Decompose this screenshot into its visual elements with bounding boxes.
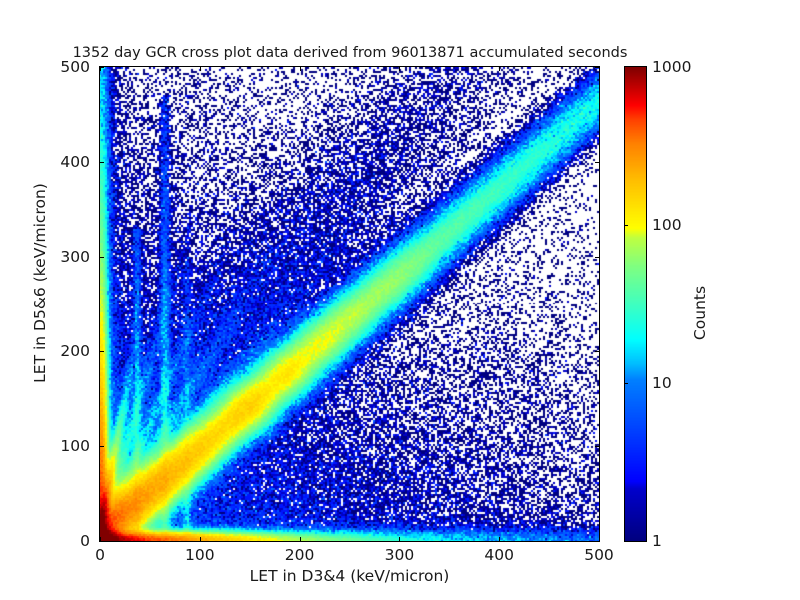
y-tick-mark: [595, 161, 599, 163]
y-tick-label: 300: [60, 247, 90, 266]
density-heatmap: [100, 67, 599, 541]
x-tick-label: 200: [284, 546, 315, 564]
x-tick-mark: [299, 537, 301, 541]
y-tick-mark: [595, 351, 599, 353]
colorbar-gradient: [625, 67, 646, 541]
colorbar-title: Counts: [691, 285, 709, 341]
x-tick-mark: [399, 537, 401, 541]
y-tick-label: 100: [60, 437, 90, 456]
colorbar-tick-label: 1000: [652, 58, 692, 76]
plot-title-line-1: 1352 day GCR cross plot data derived fro…: [72, 45, 628, 61]
x-tick-label: 400: [484, 546, 514, 564]
y-tick-label: 400: [60, 152, 90, 171]
y-tick-mark: [595, 67, 599, 68]
x-tick-mark: [100, 67, 101, 71]
x-tick-label: 0: [95, 546, 105, 564]
y-tick-mark: [595, 541, 599, 542]
y-tick-mark: [100, 541, 104, 542]
y-tick-mark: [100, 351, 104, 353]
y-tick-mark: [100, 256, 104, 258]
colorbar-tick-mark: [624, 383, 628, 384]
x-tick-mark: [499, 67, 501, 71]
x-tick-mark: [599, 67, 600, 71]
x-axis-title: LET in D3&4 (keV/micron): [249, 567, 450, 585]
y-tick-mark: [100, 67, 104, 68]
y-tick-mark: [595, 446, 599, 448]
colorbar-tick-label: 10: [652, 374, 672, 392]
y-tick-label: 500: [60, 58, 90, 76]
y-tick-label: 0: [80, 532, 90, 550]
x-tick-mark: [199, 67, 201, 71]
colorbar: [624, 66, 647, 542]
x-tick-mark: [599, 537, 600, 541]
y-tick-mark: [100, 446, 104, 448]
x-tick-mark: [399, 67, 401, 71]
y-tick-mark: [100, 161, 104, 163]
plot-axes: [99, 66, 600, 542]
colorbar-tick-label: 100: [652, 216, 682, 234]
x-tick-mark: [299, 67, 301, 71]
y-axis-title: LET in D5&6 (keV/micron): [31, 183, 49, 383]
colorbar-tick-label: 1: [652, 532, 662, 550]
y-tick-label: 200: [60, 342, 90, 361]
x-tick-label: 100: [185, 546, 215, 564]
x-tick-mark: [100, 537, 101, 541]
colorbar-tick-mark: [624, 225, 628, 226]
x-tick-label: 500: [584, 546, 614, 564]
x-tick-label: 300: [384, 546, 415, 564]
x-tick-mark: [199, 537, 201, 541]
y-tick-mark: [595, 256, 599, 258]
x-tick-mark: [499, 537, 501, 541]
